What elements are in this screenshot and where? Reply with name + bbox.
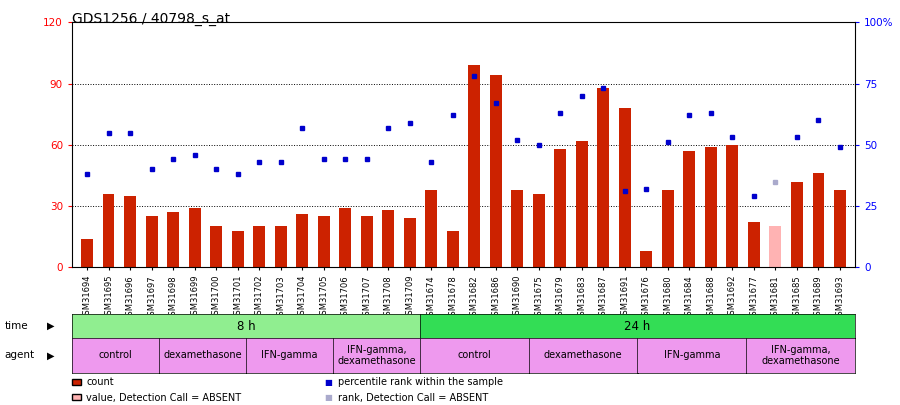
Bar — [146, 216, 158, 267]
Bar — [211, 226, 222, 267]
Text: IFN-gamma: IFN-gamma — [261, 350, 318, 360]
Bar — [726, 145, 738, 267]
Text: 8 h: 8 h — [237, 320, 256, 333]
Bar — [318, 216, 329, 267]
Text: GDS1256 / 40798_s_at: GDS1256 / 40798_s_at — [72, 12, 230, 26]
Bar — [619, 108, 631, 267]
Bar — [683, 151, 696, 267]
Bar — [404, 218, 416, 267]
Text: IFN-gamma,
dexamethasone: IFN-gamma, dexamethasone — [338, 345, 416, 366]
Bar — [490, 75, 501, 267]
Text: percentile rank within the sample: percentile rank within the sample — [338, 377, 503, 387]
Bar — [533, 194, 544, 267]
Bar — [576, 141, 588, 267]
Bar — [361, 216, 373, 267]
Bar — [274, 226, 286, 267]
Bar — [231, 230, 244, 267]
Text: IFN-gamma: IFN-gamma — [663, 350, 720, 360]
Bar — [813, 173, 824, 267]
Text: ■: ■ — [325, 393, 332, 403]
Text: IFN-gamma,
dexamethasone: IFN-gamma, dexamethasone — [761, 345, 840, 366]
Bar — [598, 87, 609, 267]
Text: dexamethasone: dexamethasone — [544, 350, 623, 360]
Bar — [426, 190, 437, 267]
Text: dexamethasone: dexamethasone — [163, 350, 242, 360]
Bar — [189, 208, 201, 267]
Text: control: control — [457, 350, 491, 360]
Bar — [253, 226, 266, 267]
Bar — [124, 196, 136, 267]
Bar — [382, 210, 394, 267]
Text: rank, Detection Call = ABSENT: rank, Detection Call = ABSENT — [338, 393, 489, 403]
Text: ▶: ▶ — [47, 321, 54, 331]
Text: 24 h: 24 h — [625, 320, 651, 333]
Bar — [103, 194, 114, 267]
Text: ■: ■ — [325, 378, 332, 387]
Bar — [81, 239, 93, 267]
Bar — [834, 190, 846, 267]
Text: agent: agent — [4, 350, 34, 360]
Bar — [167, 212, 179, 267]
Text: value, Detection Call = ABSENT: value, Detection Call = ABSENT — [86, 393, 241, 403]
Bar — [554, 149, 566, 267]
Bar — [791, 181, 803, 267]
Text: ▶: ▶ — [47, 350, 54, 360]
Text: control: control — [99, 350, 132, 360]
Bar — [296, 214, 308, 267]
Bar — [446, 230, 459, 267]
Bar — [468, 65, 481, 267]
Bar — [662, 190, 674, 267]
Text: count: count — [86, 377, 114, 387]
Text: time: time — [4, 321, 28, 331]
Bar — [339, 208, 351, 267]
Bar — [511, 190, 523, 267]
Bar — [748, 222, 760, 267]
Bar — [641, 251, 652, 267]
Bar — [705, 147, 716, 267]
Bar — [770, 226, 781, 267]
